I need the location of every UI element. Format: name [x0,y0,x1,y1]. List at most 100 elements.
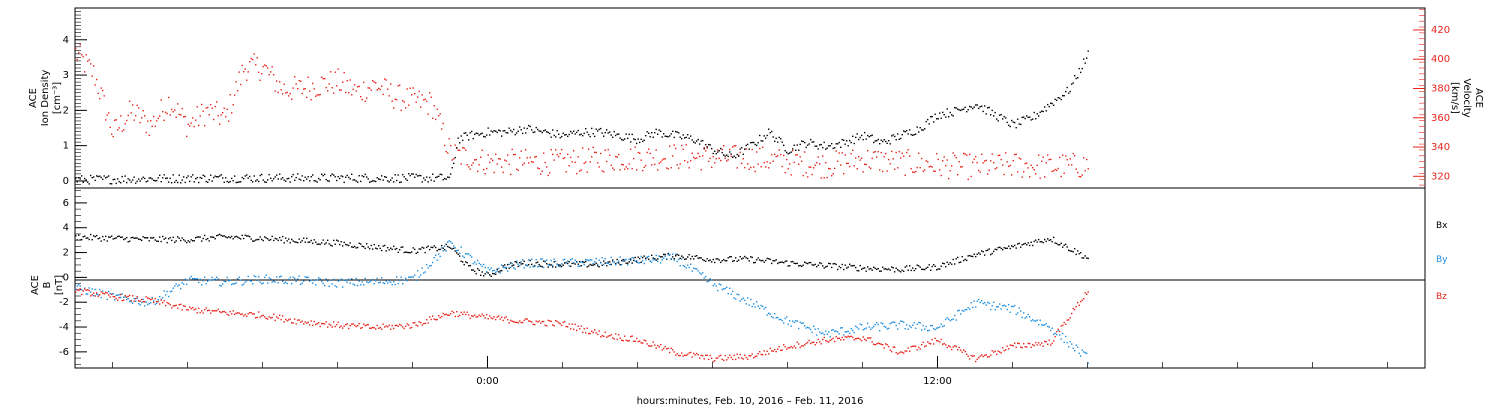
ion-density-point [352,179,354,181]
velocity-point [633,157,635,160]
by-point [1087,362,1089,364]
bx-point [597,265,599,267]
ion-density-point [606,129,608,131]
bx-point [717,258,719,260]
bz-point [196,312,198,314]
velocity-point [579,170,581,172]
bx-point [700,257,702,259]
bz-point [582,331,584,333]
ion-density-point [580,133,582,135]
ion-density-point [700,140,702,142]
ion-density-point [1023,116,1025,118]
by-point [708,280,710,282]
bx-point [1051,241,1053,243]
bz-point [237,312,239,314]
bz-point [259,316,261,318]
bz-point [202,312,204,314]
velocity-point [493,171,495,174]
ion-density-point [744,148,746,150]
bx-point [900,271,902,273]
ion-density-point [910,133,912,136]
bx-point [727,257,729,259]
by-point [112,293,114,295]
ion-density-point [109,183,111,185]
bx-point [529,259,531,262]
ion-density-point [222,177,224,179]
bx-point [780,261,782,263]
bx-point [718,259,720,261]
ion-density-point [648,132,650,134]
by-point [654,258,656,261]
bz-point [1059,330,1061,333]
bx-point [699,257,701,259]
ion-density-point [319,179,321,181]
bx-point [103,239,105,241]
by-point [949,320,951,322]
bz-point [865,339,867,342]
by-point [726,286,728,288]
bx-point [199,236,201,238]
bz-point [1045,341,1047,343]
by-point [460,246,462,248]
bz-point [871,341,873,343]
by-point [981,300,983,302]
by-point [387,282,389,284]
by-point [498,267,500,270]
bx-point [1047,238,1049,240]
by-point [477,259,479,262]
bz-point [135,297,137,300]
bx-point [405,251,407,253]
velocity-point [898,150,900,153]
ion-density-point [772,136,774,138]
bx-point [226,237,228,239]
bx-point [924,268,926,271]
bx-point [183,239,185,241]
velocity-point [604,149,606,151]
bx-point [1027,242,1029,244]
top-left-tick-label: 1 [63,141,69,152]
ion-density-point [316,181,318,183]
bz-point [927,341,929,343]
by-point [790,325,792,327]
ion-density-point [382,179,384,181]
by-point [285,281,287,283]
bz-point [700,354,702,357]
by-point [540,258,542,260]
by-point [583,264,585,266]
velocity-point [886,170,888,172]
ion-density-point [946,108,948,110]
velocity-point [451,159,453,161]
ion-density-point [783,144,785,146]
velocity-point [1018,157,1020,159]
by-point [169,290,171,293]
ion-density-point [621,138,623,141]
bz-point [882,344,884,346]
by-point [994,309,996,311]
bx-point [931,265,933,268]
ion-density-point [91,177,93,179]
ion-density-point [385,176,387,178]
bz-point [400,324,402,327]
bz-point [460,311,462,314]
by-point [601,257,603,259]
bx-point [832,263,834,265]
bx-point [552,266,554,268]
by-point [778,318,780,321]
by-point [817,328,819,330]
bz-point [139,300,141,302]
velocity-point [930,165,932,167]
bz-point [180,303,182,305]
velocity-point [636,169,638,171]
by-point [393,280,395,283]
ion-density-point [408,173,410,175]
bx-point [339,243,341,246]
bz-point [424,322,426,325]
bx-point [624,260,626,262]
ion-density-point [912,134,914,136]
bz-point [486,313,488,316]
by-point [381,277,383,279]
by-point [1012,305,1014,308]
bx-point [229,236,231,239]
ion-density-point [504,130,506,132]
bz-point [919,348,921,350]
